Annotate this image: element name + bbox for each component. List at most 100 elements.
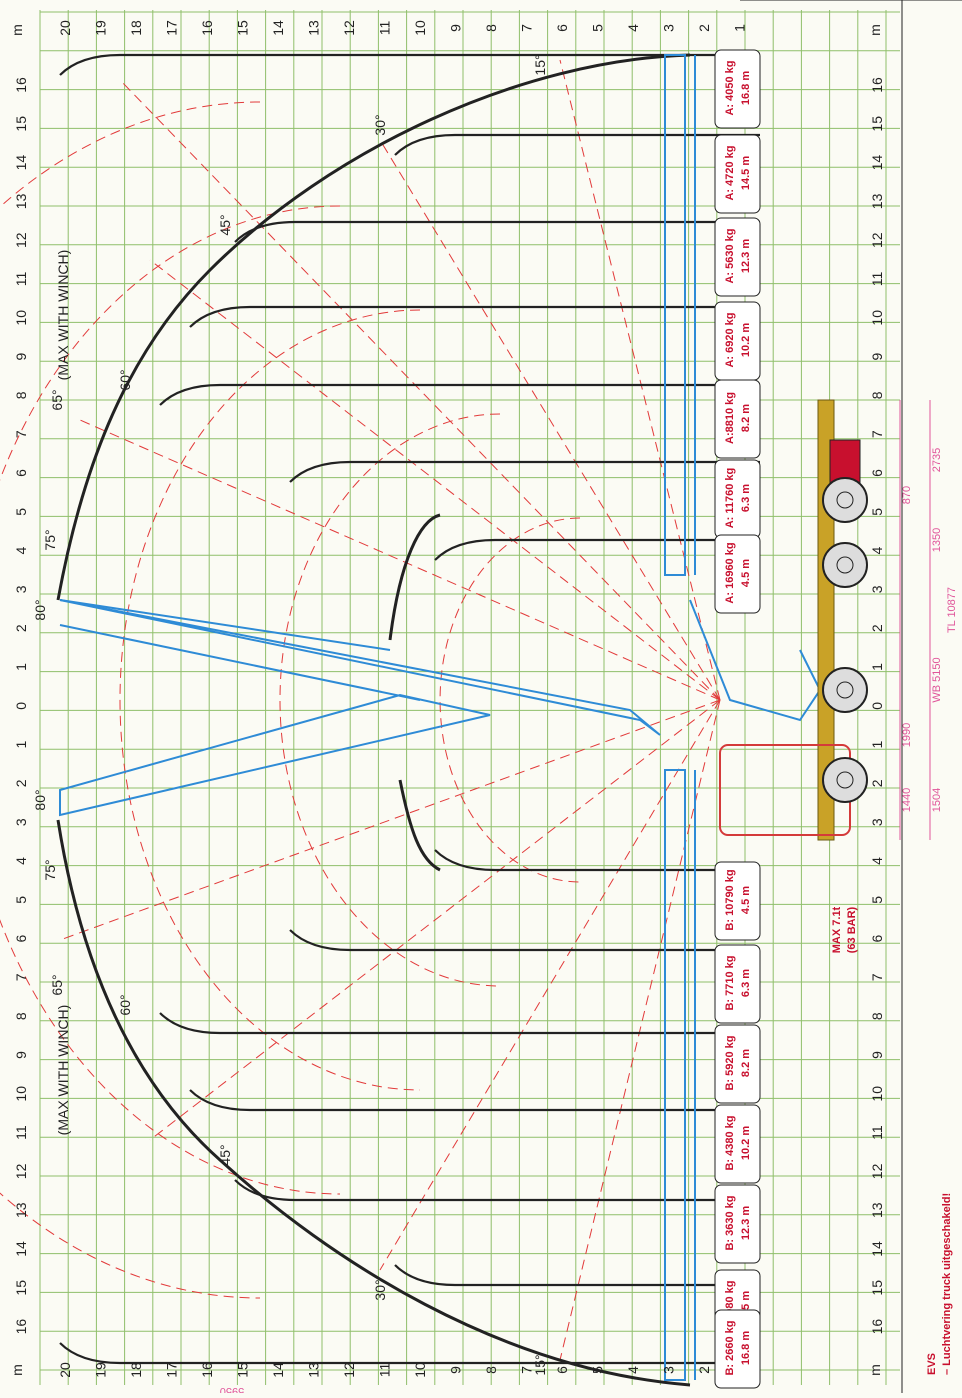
winch-label-b: (MAX WITH WINCH) bbox=[55, 1005, 71, 1136]
boom-horizontal-a bbox=[664, 54, 686, 576]
load-label-a: A:8810 kg bbox=[724, 392, 736, 444]
meter-tick-bottom: 5 bbox=[590, 1366, 606, 1374]
corner-dimension: 5950 bbox=[220, 1385, 244, 1393]
grid bbox=[39, 10, 900, 1385]
reach-tick-right: 13 bbox=[869, 193, 885, 209]
truck-dimension: 1440 bbox=[901, 788, 913, 812]
reach-tick-left: 11 bbox=[13, 1125, 29, 1140]
reach-tick-left: 15 bbox=[13, 1280, 29, 1296]
reach-tick-right: 6 bbox=[869, 469, 885, 477]
load-line-a bbox=[159, 383, 760, 406]
reach-tick-left: 14 bbox=[13, 1241, 29, 1257]
angle-ray bbox=[119, 79, 721, 701]
reach-tick-left: 7 bbox=[13, 430, 29, 438]
truck-hub bbox=[836, 556, 854, 574]
meter-tick-bottom: 10 bbox=[412, 1362, 428, 1378]
angle-75-b: 75° bbox=[42, 859, 58, 880]
load-label-a: A: 6920 kg bbox=[724, 312, 736, 367]
truck-hub bbox=[836, 491, 854, 509]
truck-dimension: 2735 bbox=[931, 448, 943, 472]
boom-horizontal-b bbox=[664, 769, 686, 1381]
reach-tick-left: 3 bbox=[13, 818, 29, 826]
meter-tick-bottom: 8 bbox=[483, 1366, 499, 1374]
reach-tick-left: 8 bbox=[13, 391, 29, 399]
radius-arc bbox=[119, 309, 421, 1091]
reach-tick-right: 12 bbox=[869, 232, 885, 248]
reach-tick-right: 15 bbox=[869, 1280, 885, 1296]
boom-upper-segments bbox=[59, 599, 421, 701]
reach-tick-left: 12 bbox=[13, 1163, 29, 1179]
meter-tick-bottom: 20 bbox=[57, 1362, 73, 1378]
working-envelope bbox=[56, 53, 691, 1387]
meter-tick-bottom: 16 bbox=[199, 1362, 215, 1378]
reach-label-a: 4.5 m bbox=[740, 559, 752, 587]
load-line-a bbox=[434, 538, 760, 561]
reach-tick-right: 16 bbox=[869, 77, 885, 93]
reach-tick-left: 16 bbox=[13, 77, 29, 93]
reach-tick-right: 13 bbox=[869, 1202, 885, 1218]
reach-tick-right: 2 bbox=[869, 779, 885, 787]
meter-tick-top: 7 bbox=[519, 24, 535, 32]
truck-wheel bbox=[822, 757, 868, 803]
reach-tick-right: 15 bbox=[869, 116, 885, 132]
reach-tick-left: 13 bbox=[13, 193, 29, 209]
unit-label-top: m bbox=[9, 24, 25, 36]
angle-75-a: 75° bbox=[42, 529, 58, 550]
angle-60-a: 60° bbox=[117, 369, 133, 390]
reach-label-a: 6.3 m bbox=[740, 484, 752, 512]
truck-dimension: 1350 bbox=[931, 528, 943, 552]
truck-dimension: 1990 bbox=[901, 723, 913, 747]
load-label-b: B: 2660 kg bbox=[724, 1320, 736, 1375]
angle-ray bbox=[379, 139, 721, 701]
truck-wheel bbox=[822, 667, 868, 713]
boom-upper bbox=[59, 599, 661, 736]
load-label-b: B: 5920 kg bbox=[724, 1035, 736, 1090]
load-box-a bbox=[714, 459, 761, 539]
reach-label-a: 16.8 m bbox=[740, 71, 752, 105]
load-box-a bbox=[714, 217, 761, 297]
meter-tick-bottom: 14 bbox=[270, 1362, 286, 1378]
reach-label-b: 4.5 m bbox=[740, 886, 752, 914]
load-box-b bbox=[714, 1184, 761, 1264]
reach-tick-right: 16 bbox=[869, 1319, 885, 1335]
reach-tick-left: 11 bbox=[13, 272, 29, 287]
crane-column bbox=[689, 599, 822, 722]
meter-tick-bottom: 9 bbox=[448, 1366, 464, 1374]
load-line-a bbox=[289, 460, 760, 483]
load-box-a bbox=[714, 134, 761, 214]
angle-80-b: 80° bbox=[32, 789, 48, 810]
reach-tick-left: 9 bbox=[13, 1051, 29, 1059]
load-label-a: A: 11760 kg bbox=[724, 468, 736, 529]
meter-tick-top: 13 bbox=[306, 20, 322, 36]
meter-tick-bottom: 12 bbox=[341, 1362, 357, 1378]
reach-tick-left: 12 bbox=[13, 232, 29, 248]
reach-tick-right: 5 bbox=[869, 508, 885, 516]
reach-tick-left: 4 bbox=[13, 546, 29, 554]
crane-boom bbox=[59, 54, 822, 1381]
reach-tick-right: 6 bbox=[869, 934, 885, 942]
angle-ray bbox=[79, 419, 721, 701]
reach-tick-right: 11 bbox=[869, 1125, 885, 1140]
angle-ray bbox=[559, 59, 721, 701]
meter-tick-top: 18 bbox=[128, 20, 144, 36]
envelope-upper bbox=[56, 53, 691, 601]
load-label-a: A: 4050 kg bbox=[724, 60, 736, 115]
reach-tick-right: 7 bbox=[869, 973, 885, 981]
load-label-b: B: 10790 kg bbox=[724, 869, 736, 930]
reach-tick-left: 6 bbox=[13, 934, 29, 942]
load-box-a bbox=[714, 301, 761, 381]
reach-tick-left: 13 bbox=[13, 1202, 29, 1218]
truck-dimension: 1504 bbox=[931, 788, 943, 812]
angle-ray bbox=[149, 699, 721, 1141]
meter-tick-bottom: 4 bbox=[625, 1366, 641, 1374]
radius-arc bbox=[279, 413, 501, 987]
angle-30-b: 30° bbox=[372, 1279, 388, 1300]
meter-tick-top: 11 bbox=[377, 21, 393, 36]
reach-tick-left: 14 bbox=[13, 155, 29, 171]
meter-tick-top: 8 bbox=[483, 24, 499, 32]
reach-tick-left: 10 bbox=[13, 310, 29, 326]
reach-tick-right: 0 bbox=[869, 702, 885, 710]
reach-tick-left: 2 bbox=[13, 624, 29, 632]
max-load-label: MAX 7.1t bbox=[831, 906, 843, 953]
angle-60-b: 60° bbox=[117, 994, 133, 1015]
